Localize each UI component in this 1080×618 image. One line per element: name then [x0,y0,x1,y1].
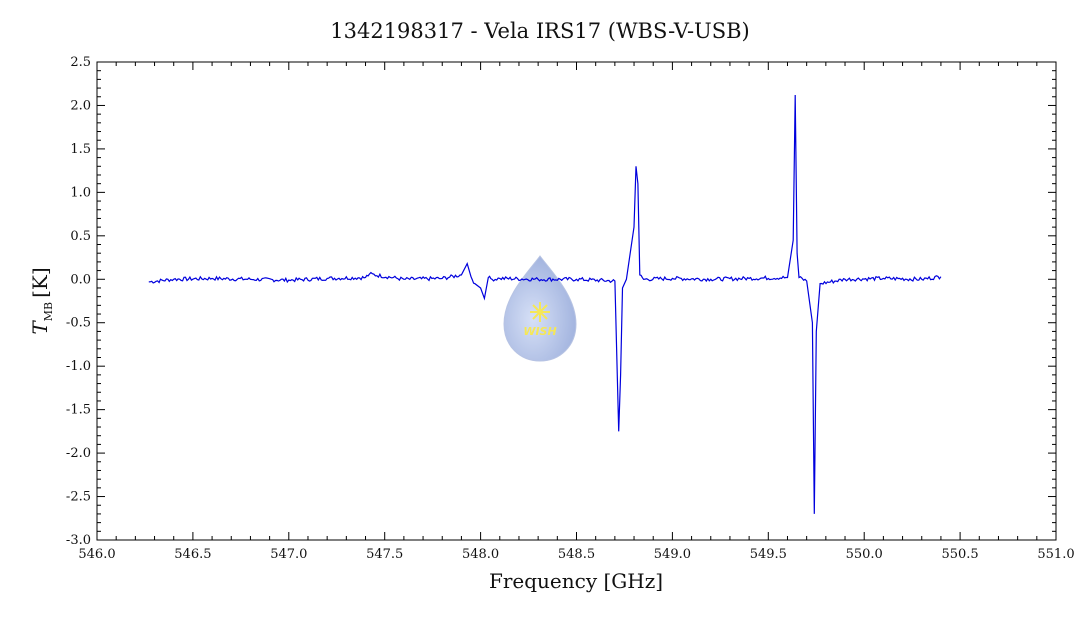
plot-frame [96,61,1057,541]
y-tick-label: -1.5 [66,403,91,418]
x-tick-label: 547.5 [366,547,403,562]
y-tick-label: -2.0 [66,446,91,461]
star-icon [530,302,550,322]
x-tick-label: 551.0 [1037,547,1074,562]
y-label-main: T [28,320,52,335]
y-tick-label: 0.5 [70,229,91,244]
y-axis: 2.5 2.0 1.5 1.0 0.5 0.0 -0.5 -1.0 -1.5 -2.0 -2.5 -3… [66,55,1056,548]
x-tick-label: 549.0 [654,547,691,562]
x-axis-label: Frequency [GHz] [489,569,663,593]
x-tick-label: 547.0 [270,547,307,562]
x-tick-label: 548.5 [558,547,595,562]
y-label-unit: [K] [28,267,52,298]
y-tick-label: 0.0 [70,272,91,287]
y-tick-label: 2.0 [70,98,91,113]
y-tick-label: 2.5 [70,55,91,70]
y-tick-label: -0.5 [66,316,91,331]
x-tick-label: 546.0 [78,547,115,562]
spectrum-line [148,94,942,514]
y-tick-label: -3.0 [66,533,91,548]
y-tick-label: -2.5 [66,490,91,505]
series-layer [148,94,942,514]
chart-title: 1342198317 - Vela IRS17 (WBS-V-USB) [330,19,750,43]
x-axis: 546.0 546.5 547.0 547.5 548.0 548.5 549.0 549.5… [78,62,1075,562]
y-axis-label: TMB [K] [28,267,55,334]
x-tick-label: 549.5 [750,547,787,562]
x-tick-label: 550.0 [846,547,883,562]
y-tick-label: 1.0 [70,185,91,200]
y-label-sub: MB [42,302,55,321]
x-tick-label: 550.5 [941,547,978,562]
x-tick-label: 546.5 [174,547,211,562]
x-tick-label: 548.0 [462,547,499,562]
svg-text:TMB[K]: TMB [K] [28,267,55,334]
wish-logo: WISH [503,255,577,362]
y-tick-label: 1.5 [70,142,91,157]
y-tick-label: -1.0 [66,359,91,374]
logo-text: WISH [523,325,556,338]
